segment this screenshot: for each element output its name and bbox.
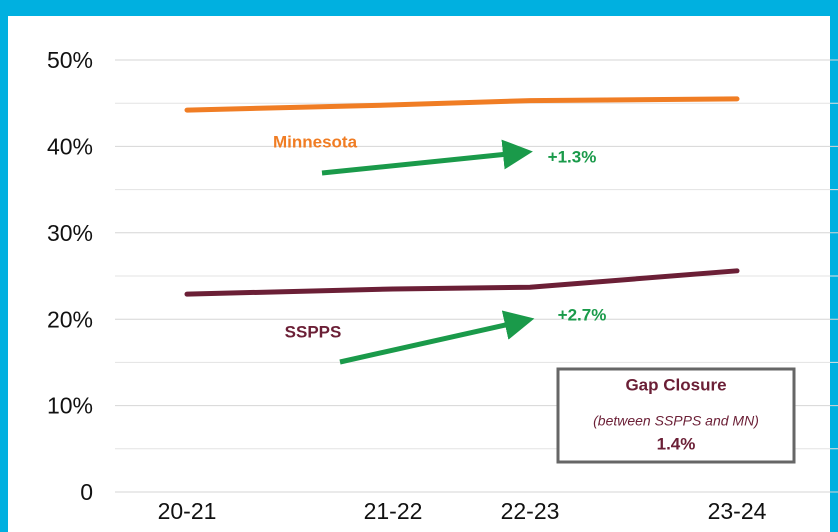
annotation: +1.3% <box>548 147 597 166</box>
x-tick-label: 20-21 <box>158 498 217 524</box>
y-tick-label: 50% <box>47 47 93 73</box>
series-label: Minnesota <box>273 132 358 151</box>
gap-box-subtitle: (between SSPPS and MN) <box>593 413 759 429</box>
series-line <box>184 96 740 113</box>
x-tick-label: 21-22 <box>364 498 423 524</box>
y-tick-label: 30% <box>47 220 93 246</box>
gap-box-value: 1.4% <box>657 434 696 453</box>
series-line <box>184 268 740 297</box>
arrow <box>339 310 535 365</box>
gap-box <box>556 367 796 464</box>
x-tick-label: 22-23 <box>501 498 560 524</box>
y-tick-label: 0 <box>80 479 93 505</box>
y-tick-label: 20% <box>47 306 93 332</box>
y-tick-label: 40% <box>47 133 93 159</box>
x-tick-label: 23-24 <box>708 498 767 524</box>
series-label: SSPPS <box>285 322 342 341</box>
gap-box-title: Gap Closure <box>625 375 726 394</box>
y-tick-label: 10% <box>47 393 93 419</box>
arrow <box>321 139 533 176</box>
annotation: +2.7% <box>558 305 607 324</box>
